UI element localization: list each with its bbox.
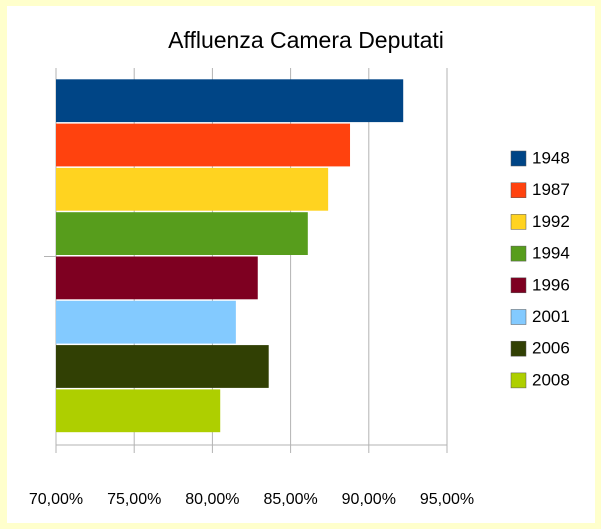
- legend-swatch: [510, 277, 527, 294]
- legend-swatch: [510, 182, 527, 198]
- bar: [56, 389, 221, 433]
- legend-label: 2008: [532, 370, 570, 389]
- bar: [56, 256, 258, 300]
- x-tick-label: 90,00%: [342, 491, 396, 508]
- legend-swatch: [510, 214, 527, 230]
- x-tick-label: 85,00%: [263, 491, 317, 508]
- bar: [56, 345, 269, 388]
- legend-swatch: [510, 372, 527, 389]
- legend-swatch: [510, 150, 527, 167]
- legend-swatch: [510, 245, 527, 262]
- legend-label: 1987: [532, 180, 570, 199]
- legend-label: 1948: [532, 148, 570, 167]
- x-tick-label: 70,00%: [29, 491, 83, 508]
- bar: [56, 123, 351, 167]
- x-tick-label: 95,00%: [420, 491, 474, 508]
- bar: [56, 79, 404, 123]
- legend-label: 1994: [532, 244, 570, 263]
- legend-swatch: [510, 309, 527, 325]
- bar: [56, 212, 308, 255]
- legend-label: 1996: [532, 275, 570, 294]
- legend-label: 2006: [532, 339, 570, 358]
- bar: [56, 300, 236, 344]
- x-tick-label: 80,00%: [185, 491, 239, 508]
- bar: [56, 167, 329, 211]
- legend-label: 2001: [532, 307, 570, 326]
- legend-swatch: [510, 340, 527, 357]
- x-tick-label: 75,00%: [107, 491, 161, 508]
- legend-label: 1992: [532, 212, 570, 231]
- chart-title: Affluenza Camera Deputati: [168, 27, 444, 53]
